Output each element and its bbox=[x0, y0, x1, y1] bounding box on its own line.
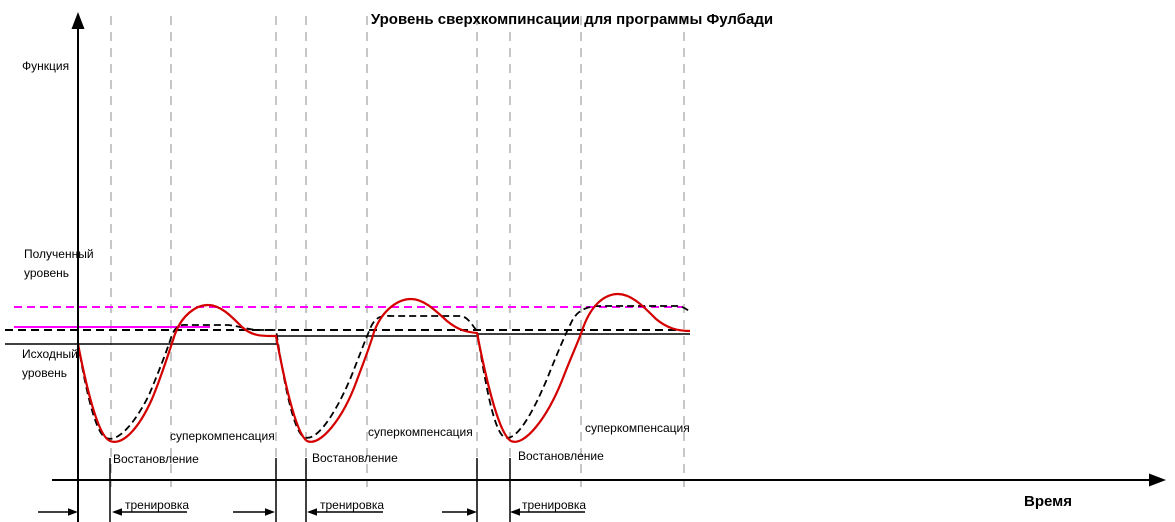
arrowhead-right-icon bbox=[467, 508, 477, 516]
dimension-arrows bbox=[38, 508, 585, 516]
recovery-label-2: Востановление bbox=[312, 451, 398, 465]
x-axis-arrow-icon bbox=[1149, 473, 1166, 487]
obtained-level-label-line2: уровень bbox=[24, 266, 69, 280]
arrowhead-right-icon bbox=[68, 508, 78, 516]
initial-level-label-line1: Исходный bbox=[22, 347, 78, 361]
y-axis-label: Функция bbox=[22, 59, 69, 73]
training-label-3: тренировка bbox=[522, 498, 586, 512]
initial-level-label-line2: уровень bbox=[22, 366, 67, 380]
supercompensation-label-3: суперкомпенсация bbox=[585, 421, 690, 435]
obtained-level-label-line1: Полученный bbox=[24, 247, 94, 261]
chart-title: Уровень сверхкомпинсации для программы Ф… bbox=[371, 11, 773, 28]
expected-level-curve bbox=[77, 305, 691, 440]
supercompensation-label-2: суперкомпенсация bbox=[368, 425, 473, 439]
recovery-label-3: Востановление bbox=[518, 449, 604, 463]
training-label-2: тренировка bbox=[320, 498, 384, 512]
x-axis-label: Время bbox=[1024, 493, 1072, 510]
phase-boundary-lines bbox=[110, 16, 685, 487]
supercompensation-label-1: суперкомпенсация bbox=[170, 429, 275, 443]
actual-level-curve bbox=[76, 292, 691, 443]
initial-level-lines bbox=[5, 333, 690, 345]
arrowhead-right-icon bbox=[265, 508, 275, 516]
training-interval-markers bbox=[109, 458, 511, 522]
recovery-label-1: Востановление bbox=[113, 452, 199, 466]
training-label-1: тренировка bbox=[125, 498, 189, 512]
y-axis-arrow-icon bbox=[71, 12, 85, 29]
